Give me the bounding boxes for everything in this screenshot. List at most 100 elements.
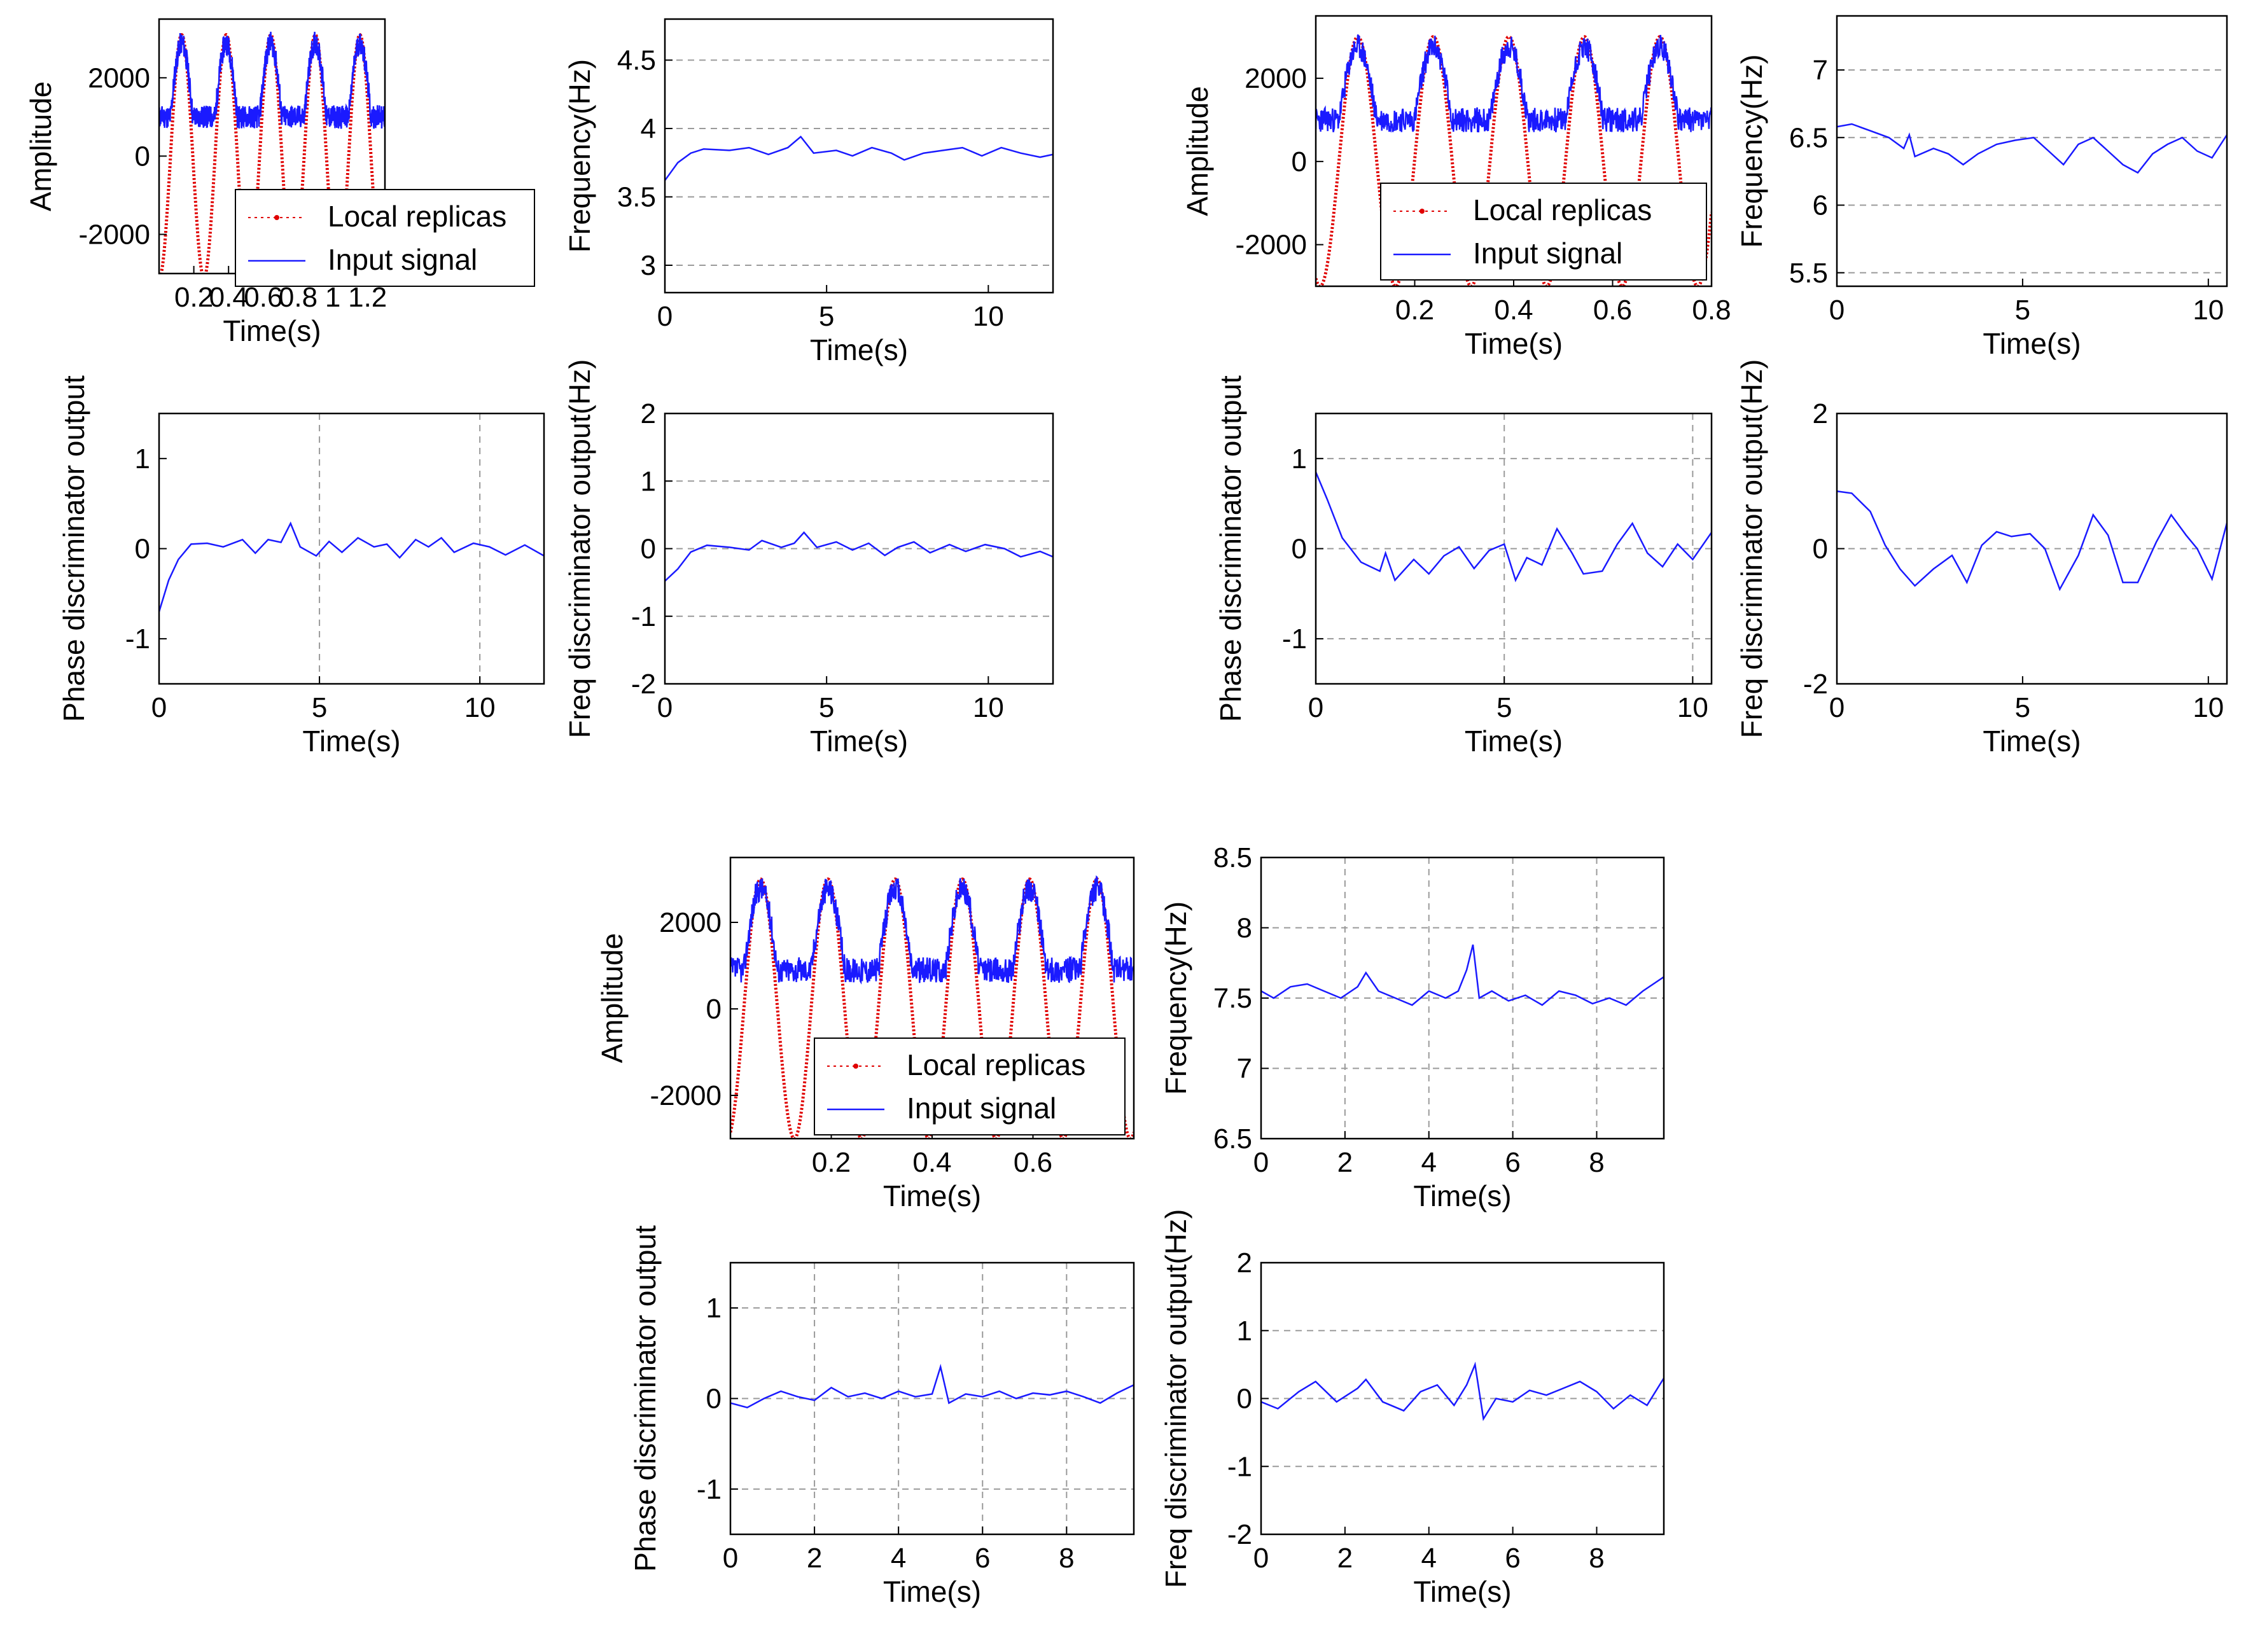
x-tick-label: 0 <box>723 1543 738 1574</box>
y-tick-label: 2 <box>1813 398 1828 429</box>
series-line <box>1261 944 1664 1006</box>
x-tick-label: 8 <box>1589 1543 1604 1574</box>
y-axis-label: Freq discriminator output(Hz) <box>1159 1209 1192 1588</box>
x-axis-label: Time(s) <box>810 725 908 758</box>
legend-box <box>814 1038 1126 1135</box>
legend-marker-replicas <box>1419 209 1425 214</box>
x-axis-label: Time(s) <box>223 314 321 347</box>
series-local-replicas <box>1316 35 1712 286</box>
x-axis-label: Time(s) <box>810 333 908 366</box>
chart-g2-phase: 0 5 10 -1 0 1 Time(s) Phase discriminator outpu… <box>1214 375 1713 758</box>
x-tick-label: 0.6 <box>1014 1147 1052 1178</box>
x-tick-label: 0.6 <box>244 282 282 313</box>
x-tick-label: 0 <box>1829 295 1845 326</box>
y-tick-label: 6 <box>1813 190 1828 221</box>
chart-g2-frequency: 0 5 10 5.5 6 6.5 7 Time(s) Frequency(Hz) <box>1735 15 2228 360</box>
y-tick-label: 6.5 <box>1213 1123 1252 1155</box>
y-tick-label: 3 <box>641 250 656 281</box>
series-line <box>159 31 385 129</box>
series-line <box>1316 471 1712 583</box>
y-tick-label: 0 <box>641 534 656 565</box>
y-axis-label: Amplitude <box>24 81 57 212</box>
y-tick-label: 0 <box>1237 1384 1252 1415</box>
x-tick-label: 4 <box>891 1543 906 1574</box>
legend-box <box>235 189 535 287</box>
x-tick-label: 10 <box>2193 295 2224 326</box>
x-tick-label: 0.8 <box>1692 295 1731 326</box>
x-tick-label: 0 <box>151 692 167 723</box>
series-line <box>730 1363 1134 1409</box>
legend-label-replicas: Local replicas <box>328 200 506 233</box>
x-tick-label: 5 <box>2015 295 2030 326</box>
x-tick-label: 6 <box>975 1543 990 1574</box>
y-tick-label: 0 <box>1292 146 1307 177</box>
chart-g3-freqdisc: 0 2 4 6 8 -2 -1 0 1 2 Time(s) Freq discriminator ou… <box>1159 1209 1665 1608</box>
y-tick-label: 1 <box>706 1293 722 1324</box>
chart-g3-phase: 0 2 4 6 8 -1 0 1 Time(s) Phase discriminator outp… <box>629 1225 1135 1608</box>
y-tick-label: -2000 <box>78 219 150 250</box>
legend-label-input: Input signal <box>907 1092 1056 1125</box>
y-axis-label: Freq discriminator output(Hz) <box>563 359 596 739</box>
y-tick-label: 1 <box>135 443 150 475</box>
x-tick-label: 5 <box>312 692 327 723</box>
x-axis-label: Time(s) <box>1413 1575 1511 1608</box>
y-tick-label: 8 <box>1237 913 1252 944</box>
series-line <box>1837 490 2227 592</box>
axes-frame <box>1836 15 2228 288</box>
series-line <box>665 531 1053 582</box>
x-tick-label: 10 <box>973 692 1004 723</box>
y-axis-label: Frequency(Hz) <box>1735 54 1768 247</box>
y-tick-label: -2 <box>1803 669 1828 700</box>
x-tick-label: 6 <box>1505 1543 1520 1574</box>
legend-box <box>1380 183 1707 281</box>
x-tick-label: 8 <box>1059 1543 1074 1574</box>
y-tick-label: -1 <box>631 601 656 632</box>
y-tick-label: 1 <box>1237 1315 1252 1347</box>
legend-g3: Local replicas Input signal <box>814 1038 1126 1135</box>
y-axis-label: Frequency(Hz) <box>563 59 596 253</box>
y-tick-label: 0 <box>1813 534 1828 565</box>
x-tick-label: 4 <box>1421 1147 1437 1178</box>
x-tick-label: 0.4 <box>912 1147 951 1178</box>
x-tick-label: 0.8 <box>279 282 317 313</box>
x-axis-label: Time(s) <box>1413 1179 1511 1212</box>
chart-g1-phase: 0 5 10 -1 0 1 Time(s) Phase discriminator outpu… <box>57 375 545 758</box>
y-axis-label: Phase discriminator output <box>1214 375 1247 722</box>
legend-label-replicas: Local replicas <box>1473 193 1652 226</box>
x-tick-label: 0 <box>657 692 673 723</box>
x-tick-label: 10 <box>973 301 1004 332</box>
series-line <box>159 521 544 613</box>
y-tick-label: 4 <box>641 113 656 144</box>
y-tick-label: -2000 <box>1235 230 1307 261</box>
x-tick-label: 0.2 <box>1395 295 1434 326</box>
series-line <box>730 875 1134 985</box>
y-axis-label: Amplitude <box>1181 86 1214 216</box>
axes-frame <box>664 18 1054 294</box>
y-tick-label: 0 <box>1292 534 1307 565</box>
x-axis-label: Time(s) <box>302 725 400 758</box>
x-tick-label: 8 <box>1589 1147 1604 1178</box>
legend-label-input: Input signal <box>328 243 477 276</box>
y-tick-label: 1 <box>1292 443 1307 475</box>
chart-g1-frequency: 0 5 10 3 3.5 4 4.5 Time(s) Frequency(Hz) <box>563 18 1054 366</box>
x-axis-label: Time(s) <box>1983 725 2081 758</box>
chart-g3-frequency: 0 2 4 6 8 6.5 7 7.5 8 8.5 Time(s) Frequency(Hz) <box>1159 842 1665 1212</box>
x-axis-label: Time(s) <box>1983 327 2081 360</box>
x-tick-label: 0 <box>1308 692 1323 723</box>
x-tick-label: 0.2 <box>174 282 213 313</box>
y-tick-label: 1 <box>641 466 656 497</box>
legend-label-input: Input signal <box>1473 237 1622 270</box>
legend-g1: Local replicas Input signal <box>235 189 535 287</box>
chart-g1-amplitude: 0.20.40.60.8 1 1.2 -2000 0 2000 Time(s) Amplitu… <box>24 18 387 347</box>
y-tick-label: 7 <box>1237 1053 1252 1085</box>
y-axis-label: Phase discriminator output <box>629 1225 662 1572</box>
legends-layer: Local replicas Input signal Local replic… <box>235 183 1707 1135</box>
x-axis-label: Time(s) <box>1465 327 1563 360</box>
chart-g1-freqdisc: 0 5 10 -2 -1 0 1 2 Time(s) Freq discriminator out… <box>563 359 1054 758</box>
y-axis-label: Frequency(Hz) <box>1159 901 1192 1095</box>
y-tick-label: 0 <box>706 994 722 1025</box>
x-tick-label: 5 <box>819 301 834 332</box>
x-tick-label: 1.2 <box>348 282 387 313</box>
